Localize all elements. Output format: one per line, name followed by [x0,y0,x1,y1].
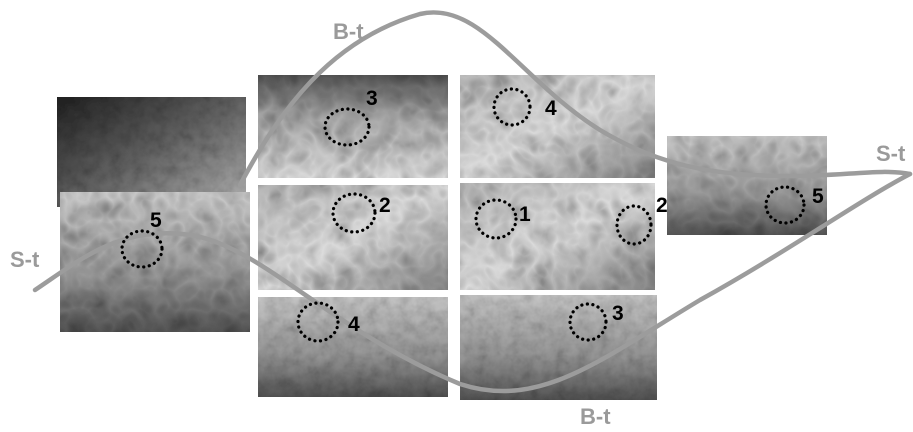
region-number: 3 [612,302,624,325]
region-number: 5 [812,185,824,208]
micrograph [258,75,448,178]
figure: B-t B-t S-t S-t 3 4 2 1 2 5 5 4 3 [0,0,913,432]
micrograph [460,183,655,290]
region-number: 1 [519,203,531,226]
region-number: 5 [150,209,162,232]
region-number: 4 [545,97,557,120]
micrographs [57,75,827,400]
curve-label: S-t [10,247,40,272]
region-number: 2 [379,194,391,217]
micrograph [667,136,827,235]
curve-label: B-t [580,404,611,429]
micrograph [258,185,448,290]
region-number: 4 [348,313,360,336]
curve-label: S-t [876,141,906,166]
micrograph [460,75,655,178]
region-number: 2 [656,194,668,217]
micrograph [258,297,448,397]
micrograph [460,295,657,400]
curve-label: B-t [333,19,364,44]
micrograph [57,97,246,207]
region-number: 3 [366,87,378,110]
